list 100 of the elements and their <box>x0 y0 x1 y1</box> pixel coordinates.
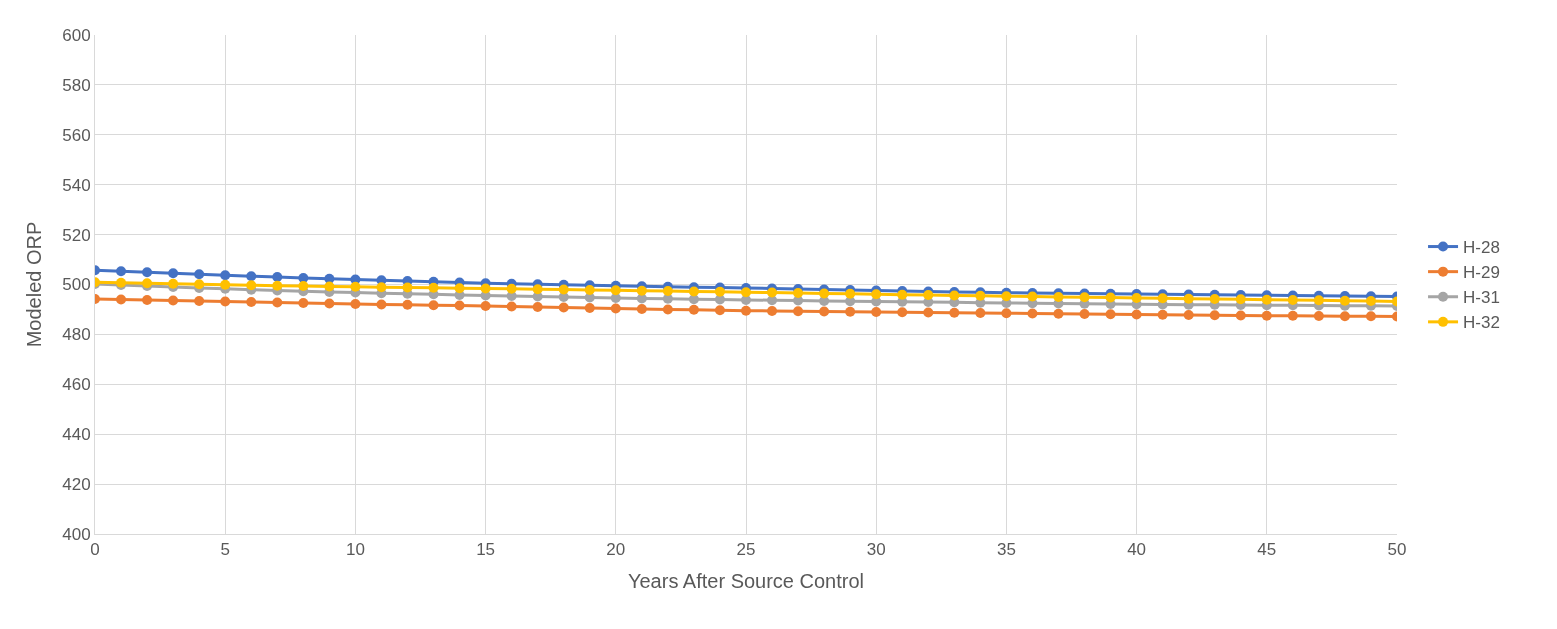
point <box>845 288 856 299</box>
x-tick-label: 40 <box>1127 540 1147 560</box>
x-tick-label: 45 <box>1257 540 1277 560</box>
point <box>428 282 439 293</box>
point <box>610 303 621 314</box>
y-tick-label: 420 <box>62 475 91 495</box>
point <box>558 284 569 295</box>
point <box>454 300 465 311</box>
point <box>1287 310 1298 321</box>
x-tick-label: 10 <box>345 540 365 560</box>
point <box>142 267 153 278</box>
point <box>402 282 413 293</box>
point <box>220 270 231 281</box>
point <box>480 283 491 294</box>
point <box>324 281 335 292</box>
point <box>350 281 361 292</box>
point <box>298 297 309 308</box>
y-tick-label: 540 <box>62 175 91 195</box>
point <box>532 301 543 312</box>
point <box>1209 293 1220 304</box>
point <box>272 280 283 291</box>
x-axis-title: Years After Source Control <box>627 569 865 592</box>
point <box>402 299 413 310</box>
point <box>636 303 647 314</box>
point <box>897 289 908 300</box>
point <box>714 286 725 297</box>
x-tick-label: 15 <box>476 540 496 560</box>
x-tick-label: 5 <box>220 540 230 560</box>
point <box>1313 310 1324 321</box>
legend-label: H-32 <box>1463 313 1500 333</box>
point <box>116 266 127 277</box>
legend-label: H-29 <box>1463 263 1500 283</box>
point <box>1131 309 1142 320</box>
point <box>1079 308 1090 319</box>
point <box>532 284 543 295</box>
point <box>584 302 595 313</box>
point <box>714 305 725 316</box>
point <box>923 307 934 318</box>
point <box>871 306 882 317</box>
point <box>741 287 751 298</box>
point <box>480 300 491 311</box>
point <box>1365 311 1376 322</box>
point <box>116 294 127 305</box>
y-tick-label: 460 <box>62 375 91 395</box>
point <box>741 305 751 316</box>
point <box>1313 295 1324 306</box>
point <box>845 306 856 317</box>
point <box>428 300 439 311</box>
point <box>1183 309 1194 320</box>
point <box>949 307 960 318</box>
y-tick-label: 400 <box>62 524 91 544</box>
x-tick-label: 0 <box>90 540 100 560</box>
point <box>584 284 595 295</box>
point <box>558 302 569 313</box>
point <box>662 285 673 296</box>
point <box>767 305 778 316</box>
x-tick-label: 50 <box>1387 540 1407 560</box>
x-tick-label: 25 <box>736 540 756 560</box>
x-tick-label: 20 <box>606 540 626 560</box>
point <box>272 297 283 308</box>
legend-label: H-31 <box>1463 288 1500 308</box>
point <box>1287 294 1298 305</box>
y-tick-label: 560 <box>62 125 91 145</box>
point <box>1339 311 1350 322</box>
point <box>897 307 908 318</box>
point <box>1261 294 1272 305</box>
point <box>1157 309 1168 320</box>
point <box>1105 309 1116 320</box>
point <box>1079 292 1090 303</box>
point <box>246 271 257 282</box>
point <box>819 288 830 299</box>
y-tick-label: 480 <box>62 325 91 345</box>
point <box>1001 291 1012 302</box>
point <box>1053 308 1064 319</box>
point <box>819 306 830 317</box>
point <box>350 298 361 309</box>
point <box>793 306 804 317</box>
point <box>793 287 804 298</box>
y-tick-label: 600 <box>62 25 91 45</box>
point <box>1027 308 1038 319</box>
point <box>636 285 647 296</box>
point <box>871 289 882 300</box>
point <box>220 279 231 290</box>
point <box>194 295 205 306</box>
legend-label: H-28 <box>1463 238 1500 258</box>
point <box>194 269 205 280</box>
y-tick-label: 580 <box>62 75 91 95</box>
point <box>272 272 283 283</box>
point <box>975 307 986 318</box>
point <box>1105 292 1116 303</box>
point <box>662 304 673 315</box>
point <box>142 294 153 305</box>
point <box>246 280 257 291</box>
point <box>1235 294 1246 305</box>
point <box>376 299 387 310</box>
point <box>168 295 179 306</box>
point <box>1183 293 1194 304</box>
point <box>949 290 960 301</box>
y-tick-label: 500 <box>62 275 91 295</box>
point <box>220 296 231 307</box>
